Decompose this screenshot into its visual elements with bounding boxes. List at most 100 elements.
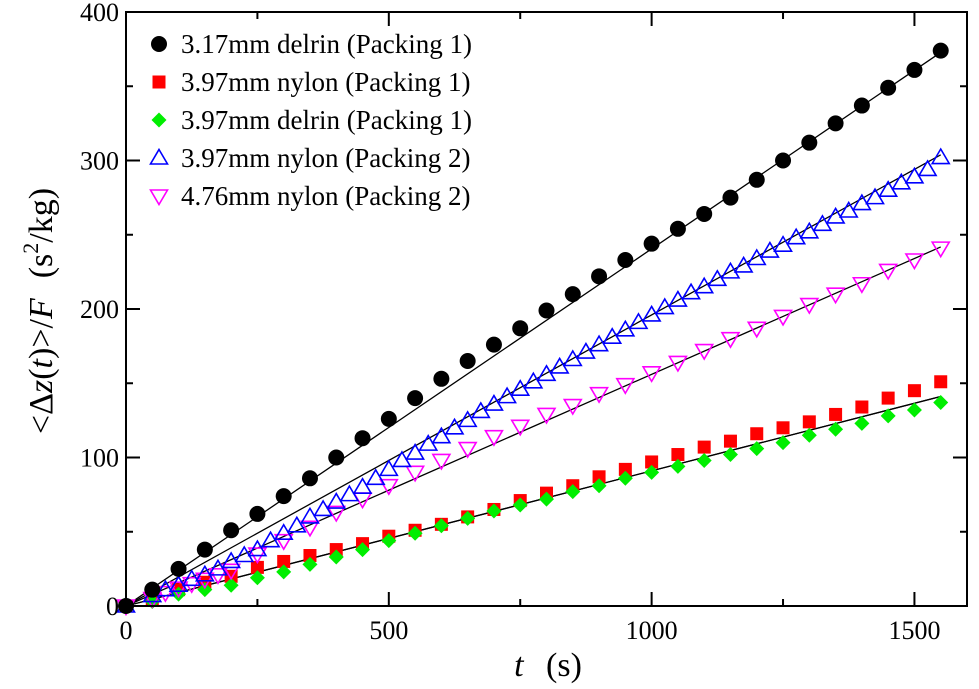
data-point [617, 251, 634, 268]
data-point [512, 497, 528, 513]
legend-label: 3.97mm nylon (Packing 1) [181, 67, 470, 97]
data-point [592, 470, 606, 484]
fit-line [125, 395, 941, 607]
data-point [303, 549, 317, 563]
legend-label: 3.97mm nylon (Packing 2) [181, 143, 470, 173]
data-point [829, 407, 843, 421]
data-point [286, 515, 307, 533]
data-point [208, 568, 228, 585]
data-point [681, 282, 701, 300]
data-point [750, 427, 764, 441]
data-point [696, 452, 712, 468]
data-point [365, 468, 386, 486]
data-point [851, 193, 872, 211]
data-point [405, 442, 425, 460]
data-point [891, 172, 912, 190]
data-point [641, 366, 662, 383]
data-point [536, 407, 557, 425]
fit-line [125, 246, 941, 607]
data-point [381, 533, 397, 549]
data-point [510, 419, 531, 437]
data-point [904, 253, 925, 271]
data-point [825, 206, 846, 224]
data-point [168, 575, 189, 593]
series-group [119, 375, 948, 613]
data-point [433, 518, 449, 534]
data-point [326, 505, 347, 523]
data-point [775, 152, 792, 169]
data-point [722, 447, 738, 463]
data-point [907, 384, 921, 398]
data-point [723, 434, 737, 448]
data-point [181, 569, 202, 587]
data-point [776, 421, 790, 435]
data-point [168, 581, 189, 599]
data-point [484, 429, 504, 447]
data-point [748, 171, 765, 188]
data-point [746, 321, 767, 339]
y-axis-prefix: <Δ [23, 393, 60, 434]
data-point [221, 563, 242, 581]
data-point [668, 355, 688, 373]
data-point [328, 449, 345, 466]
fit-line [125, 51, 942, 607]
data-point [275, 488, 292, 505]
data-point [645, 455, 659, 469]
y-axis-paren-open: ( [23, 368, 60, 379]
data-point [644, 464, 660, 480]
y-axis-unit-sup: 2 [18, 243, 43, 254]
x-tick-label: 500 [369, 616, 408, 645]
data-point [932, 42, 949, 59]
data-point [696, 205, 713, 222]
data-point [827, 115, 844, 132]
legend-marker [151, 36, 167, 52]
data-point [194, 564, 215, 582]
data-point [759, 241, 780, 258]
data-point [539, 491, 554, 507]
data-point [485, 336, 502, 353]
data-point [591, 478, 607, 494]
data-point [851, 276, 872, 294]
data-point [906, 402, 922, 418]
legend-marker [149, 189, 169, 207]
data-point [234, 545, 255, 563]
data-point [538, 302, 555, 319]
data-point [930, 241, 951, 259]
data-point [799, 297, 820, 315]
data-point [155, 579, 176, 597]
data-point [773, 309, 793, 327]
data-point [249, 570, 265, 586]
data-point [564, 286, 581, 303]
data-point [615, 377, 636, 395]
data-point [669, 220, 686, 237]
data-markers [116, 42, 951, 617]
data-point [934, 375, 948, 389]
data-point [801, 427, 817, 443]
data-point [486, 503, 502, 519]
data-point [589, 386, 609, 404]
series-group [118, 42, 949, 614]
fit-lines [125, 51, 942, 607]
data-point [354, 430, 371, 447]
data-point [301, 470, 318, 487]
data-point [906, 61, 923, 78]
data-point [825, 287, 846, 305]
data-point [878, 263, 899, 281]
y-axis-var-z: z [23, 380, 60, 394]
data-point [694, 343, 715, 361]
data-point [828, 421, 844, 437]
data-point [378, 478, 399, 496]
legend-label: 4.76mm nylon (Packing 2) [181, 181, 470, 211]
data-point [697, 440, 711, 454]
data-point [720, 261, 741, 279]
data-point [170, 560, 187, 577]
data-point [591, 268, 608, 285]
data-point [671, 448, 685, 462]
data-point [801, 134, 818, 151]
data-point [565, 484, 581, 500]
series-group [118, 395, 949, 614]
data-point [720, 331, 741, 349]
data-point [749, 441, 765, 457]
data-point [380, 410, 397, 427]
data-point [722, 189, 739, 206]
